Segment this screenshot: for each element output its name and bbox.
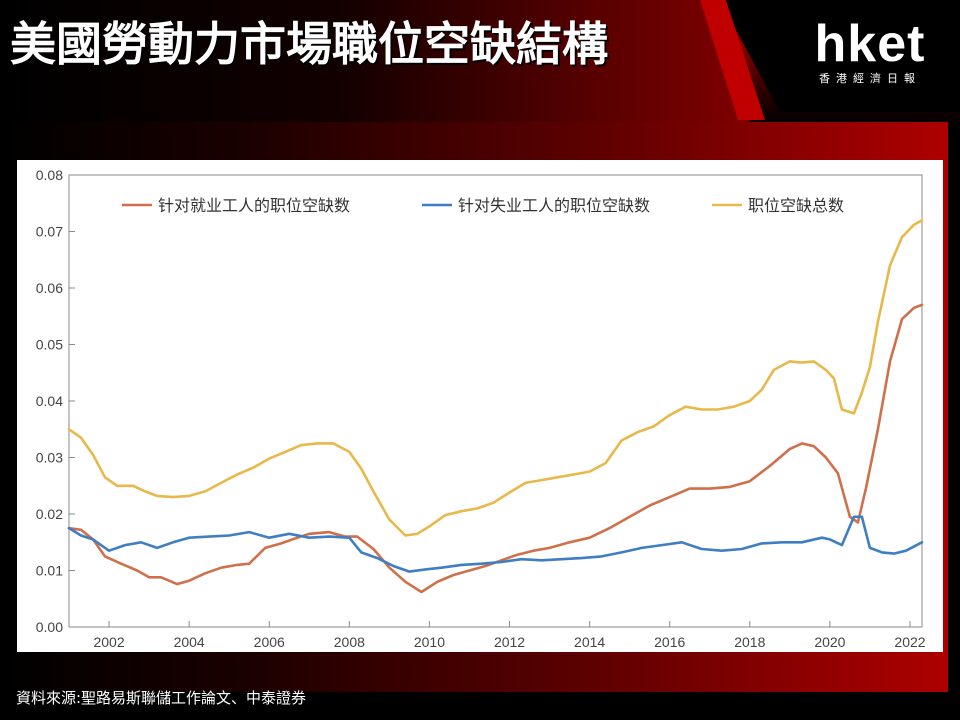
- legend-label-1: 针对就业工人的职位空缺数: [158, 196, 350, 215]
- x-tick-label: 2018: [734, 634, 765, 650]
- series-line-1: [67, 303, 924, 594]
- chart-panel: 0.00 0.01 0.02 0.03 0.04 0.05 0.06 0.07 0.08 2002…: [17, 160, 943, 652]
- x-tick-label: 2004: [174, 634, 205, 650]
- plot-frame: [68, 174, 923, 628]
- x-tick-label: 2014: [574, 634, 605, 650]
- x-tick-label: 2012: [494, 634, 525, 650]
- series-line-3: [67, 218, 924, 537]
- x-tick-label: 2020: [814, 634, 845, 650]
- logo-word: hket: [814, 15, 926, 73]
- job-vacancy-chart: 0.00 0.01 0.02 0.03 0.04 0.05 0.06 0.07 0.08 2002…: [36, 167, 926, 650]
- y-tick-label: 0.08: [36, 167, 63, 183]
- y-tick-label: 0.06: [36, 280, 63, 296]
- x-tick-label: 2022: [894, 634, 925, 650]
- y-tick-label: 0.00: [36, 619, 63, 635]
- y-tick-label: 0.04: [36, 393, 63, 409]
- hket-logo: hket 香港經濟日報: [790, 18, 950, 88]
- x-tick-label: 2008: [334, 634, 365, 650]
- y-tick-label: 0.02: [36, 506, 63, 522]
- x-tick-label: 2010: [414, 634, 445, 650]
- source-note: 資料來源:聖路易斯聯儲工作論文、中泰證券: [16, 689, 307, 707]
- right-edge: [948, 122, 960, 720]
- logo-subtitle: 香港經濟日報: [819, 72, 921, 85]
- x-tick-label: 2006: [254, 634, 285, 650]
- y-tick-label: 0.03: [36, 450, 63, 466]
- page-title: 美國勞動力市場職位空缺結構: [10, 17, 608, 71]
- title-band: [0, 0, 750, 122]
- legend-label-2: 针对失业工人的职位空缺数: [458, 196, 650, 215]
- y-tick-label: 0.07: [36, 224, 63, 240]
- series-line-2: [67, 515, 924, 573]
- x-tick-label: 2016: [654, 634, 685, 650]
- y-tick-label: 0.01: [36, 563, 63, 579]
- y-tick-label: 0.05: [36, 337, 63, 353]
- legend-label-3: 职位空缺总数: [748, 196, 844, 215]
- x-tick-label: 2002: [93, 634, 124, 650]
